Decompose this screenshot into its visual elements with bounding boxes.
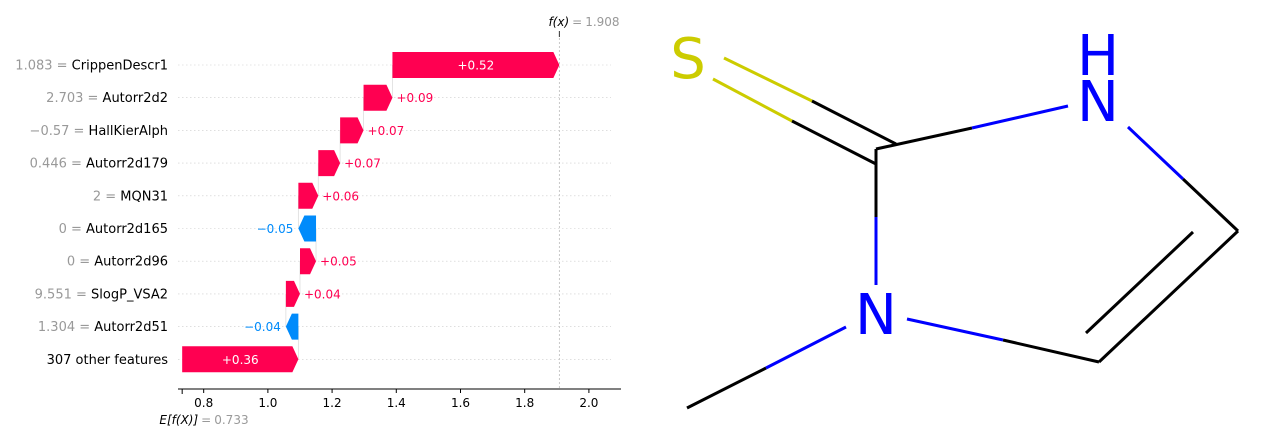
feature-label: 9.551 = SlogP_VSA2 <box>35 287 168 302</box>
contribution-label: +0.09 <box>396 91 433 105</box>
positive-bar <box>182 346 299 373</box>
feature-value: 0 = <box>59 222 86 237</box>
x-tick-label: 1.0 <box>258 396 277 410</box>
positive-bar <box>340 117 364 144</box>
bond-cs-1b <box>811 99 897 146</box>
bond-ch-ch-1 <box>1097 229 1240 364</box>
bond-cs-2b <box>791 119 877 166</box>
base-value-label: E[f(X)] = 0.733 <box>159 413 248 427</box>
bond-c-nh-a <box>875 126 973 151</box>
bond-ch-n-a <box>1002 338 1100 364</box>
base-symbol: E[f(X)] <box>159 413 198 427</box>
feature-name: MQN31 <box>120 189 168 204</box>
atom-nitrogen-methyl: N <box>855 283 897 348</box>
bond-cs-1a <box>723 56 813 103</box>
positive-bar <box>392 52 560 78</box>
feature-name: Autorr2d165 <box>86 222 168 237</box>
contribution-label: +0.07 <box>368 124 405 138</box>
feature-name: SlogP_VSA2 <box>91 287 168 302</box>
atom-hydrogen: H <box>1077 24 1119 89</box>
feature-name: Autorr2d51 <box>94 320 168 335</box>
positive-bar <box>363 84 393 111</box>
feature-value: 9.551 = <box>35 287 91 302</box>
contribution-label: +0.06 <box>322 189 359 203</box>
feature-name: Autorr2d2 <box>103 91 168 106</box>
x-tick-label: 1.2 <box>323 396 342 410</box>
positive-bar <box>299 248 317 275</box>
fx-value: 1.908 <box>585 15 619 29</box>
feature-name: CrippenDescr1 <box>72 59 168 74</box>
contribution-label: +0.07 <box>344 157 381 171</box>
feature-label: 307 other features <box>47 353 169 368</box>
contribution-label: −0.04 <box>244 320 281 334</box>
x-tick-label: 0.8 <box>194 396 213 410</box>
x-tick-label: 2.0 <box>579 396 598 410</box>
feature-value: 2 = <box>93 189 120 204</box>
atom-sulfur: S <box>670 27 706 92</box>
positive-bar <box>285 280 300 307</box>
feature-label: 0 = Autorr2d165 <box>59 222 168 237</box>
feature-name: 307 other features <box>47 353 169 368</box>
x-tick-label: 1.4 <box>387 396 406 410</box>
feature-label: 0.446 = Autorr2d179 <box>30 157 168 172</box>
feature-value: 1.083 = <box>15 59 71 74</box>
contribution-label: +0.36 <box>222 353 259 367</box>
positive-bar <box>318 150 341 177</box>
contribution-label: +0.05 <box>320 255 357 269</box>
x-tick-label: 1.6 <box>451 396 470 410</box>
bond-c-nh-b <box>971 104 1069 130</box>
feature-label: 2 = MQN31 <box>93 189 168 204</box>
feature-label: 0 = Autorr2d96 <box>67 255 168 270</box>
feature-value: 1.304 = <box>38 320 94 335</box>
molecule-structure: S H N N <box>670 24 1240 410</box>
feature-label: 1.083 = CrippenDescr1 <box>15 59 168 74</box>
negative-bar <box>298 215 317 242</box>
feature-value: 2.703 = <box>46 91 102 106</box>
atom-nitrogen-nh: N <box>1077 70 1119 135</box>
fx-label: f(x) = 1.908 <box>548 15 619 29</box>
bond-n-me-a <box>765 325 847 370</box>
contribution-label: +0.52 <box>458 59 495 73</box>
base-value: 0.733 <box>214 413 248 427</box>
x-tick-label: 1.8 <box>515 396 534 410</box>
bond-ch-ch-2 <box>1084 230 1195 335</box>
feature-name: Autorr2d96 <box>94 255 168 270</box>
feature-label: 1.304 = Autorr2d51 <box>38 320 168 335</box>
positive-bar <box>298 182 319 209</box>
feature-name: Autorr2d179 <box>86 157 168 172</box>
bond-ch-n-b <box>906 317 1004 342</box>
feature-label: −0.57 = HallKierAlph <box>30 124 168 139</box>
feature-value: 0 = <box>67 255 94 270</box>
shap-waterfall-chart: +0.52 1.083 = CrippenDescr1 +0.09 2.703 = A… <box>15 15 621 427</box>
bond-cs-2a <box>712 77 793 123</box>
contribution-label: −0.05 <box>257 222 294 236</box>
fx-symbol: f(x) <box>548 15 569 29</box>
contribution-label: +0.04 <box>304 287 341 301</box>
negative-bar <box>285 313 299 340</box>
feature-value: −0.57 = <box>30 124 89 139</box>
feature-name: HallKierAlph <box>89 124 168 139</box>
bond-n-me-b <box>686 366 767 410</box>
feature-label: 2.703 = Autorr2d2 <box>46 91 168 106</box>
bond-nh-ch-a <box>1126 125 1185 181</box>
bond-nh-ch-b <box>1181 177 1240 233</box>
feature-value: 0.446 = <box>30 157 86 172</box>
